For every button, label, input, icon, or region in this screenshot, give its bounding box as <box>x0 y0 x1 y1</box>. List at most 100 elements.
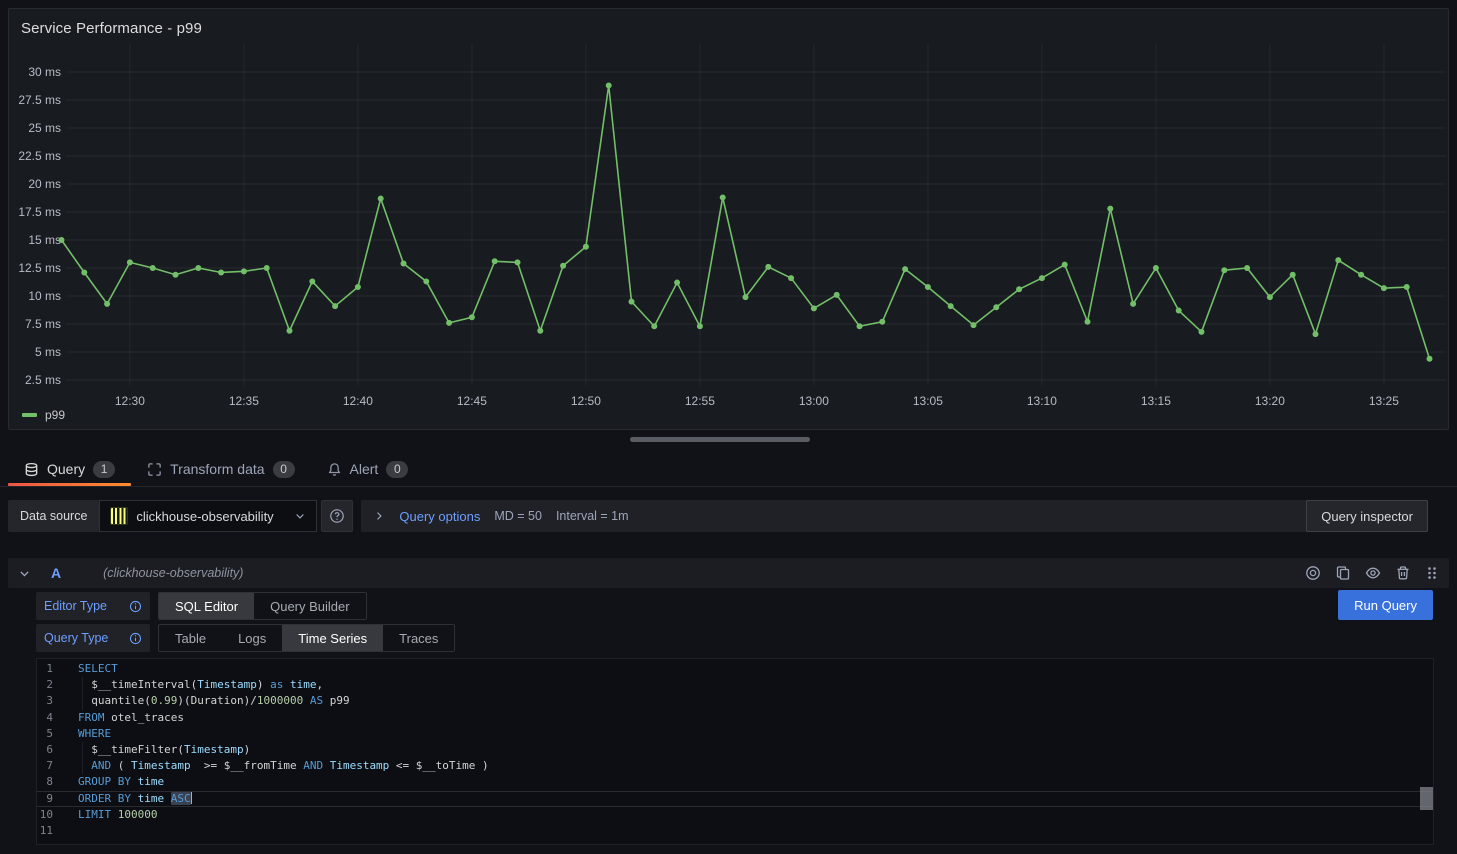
datasource-bar: Data source clickhouse-observability Que… <box>8 500 1428 532</box>
tab-count-badge: 1 <box>93 461 115 478</box>
data-point <box>378 196 384 202</box>
query-row-actions <box>1305 565 1439 581</box>
hide-response-eye-icon[interactable] <box>1365 565 1381 581</box>
disable-query-icon[interactable] <box>1305 565 1321 581</box>
svg-text:17.5 ms: 17.5 ms <box>18 205 61 219</box>
query-type-table[interactable]: Table <box>159 625 222 651</box>
editor-type-query-builder[interactable]: Query Builder <box>254 593 365 619</box>
code-line-2[interactable]: 2 $__timeInterval(Timestamp) as time, <box>37 677 1433 693</box>
data-point <box>423 278 429 284</box>
svg-text:25 ms: 25 ms <box>28 121 61 135</box>
bell-icon <box>327 462 342 477</box>
data-point <box>1381 285 1387 291</box>
legend-series-swatch <box>22 413 37 417</box>
code-line-8[interactable]: 8GROUP BY time <box>37 774 1433 790</box>
data-point <box>925 284 931 290</box>
data-point <box>948 303 954 309</box>
duplicate-query-icon[interactable] <box>1335 565 1351 581</box>
code-line-11[interactable]: 11 <box>37 823 1433 839</box>
svg-text:13:25: 13:25 <box>1369 394 1399 408</box>
delete-query-trash-icon[interactable] <box>1395 565 1411 581</box>
line-number: 10 <box>37 807 53 823</box>
editor-type-sql-editor[interactable]: SQL Editor <box>159 593 254 619</box>
code-text: WHERE <box>78 726 111 742</box>
code-text: $__timeInterval(Timestamp) as time, <box>78 677 323 693</box>
code-line-7[interactable]: 7 AND ( Timestamp >= $__fromTime AND Tim… <box>37 758 1433 774</box>
data-point <box>993 304 999 310</box>
code-line-4[interactable]: 4FROM otel_traces <box>37 710 1433 726</box>
svg-text:12:45: 12:45 <box>457 394 487 408</box>
data-point <box>59 237 65 243</box>
code-line-9[interactable]: 9ORDER BY time ASC <box>37 791 1433 807</box>
svg-text:13:10: 13:10 <box>1027 394 1057 408</box>
chevron-down-icon <box>294 510 306 522</box>
svg-text:22.5 ms: 22.5 ms <box>18 149 61 163</box>
tab-query[interactable]: Query 1 <box>8 452 131 486</box>
data-point <box>287 328 293 334</box>
data-point <box>173 272 179 278</box>
data-point <box>629 299 635 305</box>
datasource-help-button[interactable] <box>321 500 353 532</box>
panel-title[interactable]: Service Performance - p99 <box>21 20 202 37</box>
data-point <box>81 269 87 275</box>
code-text: $__timeFilter(Timestamp) <box>78 742 250 758</box>
code-text: SELECT <box>78 661 118 677</box>
line-number: 11 <box>37 823 53 839</box>
code-line-10[interactable]: 10LIMIT 100000 <box>37 807 1433 823</box>
svg-text:12:40: 12:40 <box>343 394 373 408</box>
data-point <box>264 265 270 271</box>
data-point <box>1107 206 1113 212</box>
svg-text:27.5 ms: 27.5 ms <box>18 93 61 107</box>
query-type-traces[interactable]: Traces <box>383 625 454 651</box>
code-lines: 1SELECT2 $__timeInterval(Timestamp) as t… <box>37 661 1433 839</box>
horizontal-scrollbar-thumb[interactable] <box>630 437 810 442</box>
editor-scrollbar-thumb[interactable] <box>1420 787 1433 810</box>
data-point <box>1153 265 1159 271</box>
svg-text:12.5 ms: 12.5 ms <box>18 261 61 275</box>
code-text: FROM otel_traces <box>78 710 184 726</box>
tab-count-badge: 0 <box>386 461 408 478</box>
line-number: 5 <box>37 726 53 742</box>
code-line-1[interactable]: 1 SELECT <box>37 661 1433 677</box>
code-line-5[interactable]: 5 WHERE <box>37 726 1433 742</box>
chevron-right-icon[interactable] <box>373 510 385 522</box>
info-icon[interactable] <box>129 632 142 645</box>
data-point <box>469 314 475 320</box>
editor-type-group: SQL Editor Query Builder <box>158 592 367 620</box>
tab-label: Transform data <box>170 461 264 477</box>
data-point <box>1313 331 1319 337</box>
datasource-picker[interactable]: clickhouse-observability <box>99 500 317 532</box>
sql-code-editor[interactable]: 1SELECT2 $__timeInterval(Timestamp) as t… <box>36 658 1434 845</box>
query-inspector-button[interactable]: Query inspector <box>1306 500 1428 532</box>
data-point <box>401 261 407 267</box>
query-options-toggle[interactable]: Query options <box>399 509 480 524</box>
query-ref-id[interactable]: A <box>51 565 61 581</box>
query-type-logs[interactable]: Logs <box>222 625 282 651</box>
tab-alert[interactable]: Alert 0 <box>311 452 425 486</box>
info-icon[interactable] <box>129 600 142 613</box>
line-number: 2 <box>37 677 53 693</box>
code-line-3[interactable]: 3 quantile(0.99)(Duration)/1000000 AS p9… <box>37 693 1433 709</box>
collapse-chevron-icon[interactable] <box>18 567 31 580</box>
data-point <box>1244 265 1250 271</box>
timeseries-chart: 30 ms27.5 ms25 ms22.5 ms20 ms17.5 ms15 m… <box>9 9 1448 419</box>
data-point <box>834 292 840 298</box>
drag-handle-icon[interactable] <box>1425 565 1439 581</box>
datasource-selected-value: clickhouse-observability <box>136 509 286 524</box>
legend-item-p99[interactable]: p99 <box>22 408 65 422</box>
svg-text:15 ms: 15 ms <box>28 233 61 247</box>
line-number: 1 <box>37 661 53 677</box>
code-line-6[interactable]: 6 $__timeFilter(Timestamp) <box>37 742 1433 758</box>
query-type-row: Query Type Table Logs Time Series Traces <box>36 624 455 652</box>
tab-transform-data[interactable]: Transform data 0 <box>131 452 310 486</box>
data-point <box>537 328 543 334</box>
run-query-button[interactable]: Run Query <box>1338 590 1433 620</box>
data-point <box>720 194 726 200</box>
query-type-time-series[interactable]: Time Series <box>282 625 383 651</box>
svg-text:20 ms: 20 ms <box>28 177 61 191</box>
code-text: AND ( Timestamp >= $__fromTime AND Times… <box>78 758 489 774</box>
query-type-group: Table Logs Time Series Traces <box>158 624 455 652</box>
svg-text:13:15: 13:15 <box>1141 394 1171 408</box>
tab-label: Query <box>47 461 85 477</box>
data-point <box>879 319 885 325</box>
